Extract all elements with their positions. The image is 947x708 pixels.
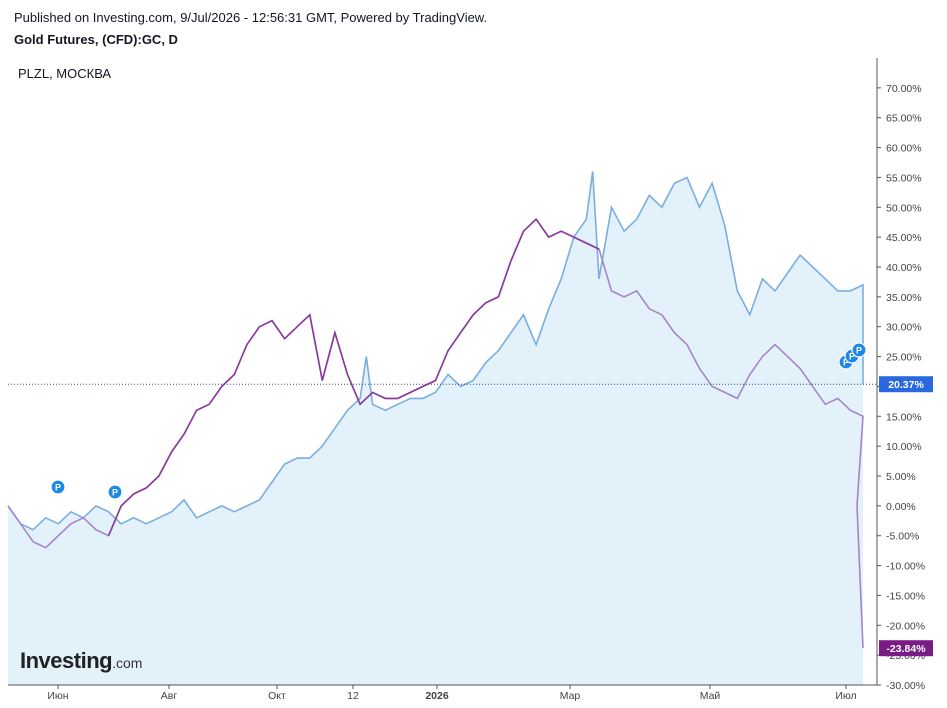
plzl-line-highlight bbox=[107, 217, 600, 537]
y-tick-label: 25.00% bbox=[886, 352, 922, 364]
x-tick-label: 12 bbox=[347, 690, 359, 702]
plzl-series-line bbox=[7, 217, 864, 649]
x-tick-label: Окт bbox=[268, 690, 286, 702]
event-marker-glyph: P bbox=[112, 488, 118, 498]
x-tick-label: Май bbox=[700, 690, 721, 702]
y-tick-label: 35.00% bbox=[886, 292, 922, 304]
x-tick-label: Июн bbox=[47, 690, 68, 702]
last-value-badge bbox=[879, 376, 933, 393]
x-tick-label: 2026 bbox=[425, 690, 449, 702]
x-axis[interactable]: Июн Авг Окт 12 2026 Мар Май Июл bbox=[47, 685, 857, 702]
y-tick-label: -5.00% bbox=[886, 531, 919, 543]
gold-line bbox=[7, 171, 864, 531]
event-marker-glyph: P bbox=[856, 346, 862, 356]
y-tick-label: -15.00% bbox=[886, 590, 925, 602]
y-tick-label: -10.00% bbox=[886, 561, 925, 573]
event-marker[interactable] bbox=[107, 484, 123, 500]
y-tick-label: -30.00% bbox=[886, 680, 925, 692]
y-tick-label: 45.00% bbox=[886, 232, 922, 244]
y-axis[interactable]: 70.00% 65.00% 60.00% 55.00% 50.00% 45.00% 40.0… bbox=[877, 83, 925, 692]
y-tick-label: 55.00% bbox=[886, 172, 922, 184]
x-tick-label: Мар bbox=[560, 690, 581, 702]
logo-suffix: .com bbox=[112, 655, 143, 671]
y-tick-label: 30.00% bbox=[886, 322, 922, 334]
x-tick-label: Авг bbox=[161, 690, 178, 702]
y-tick-label: 65.00% bbox=[886, 113, 922, 125]
y-tick-label: 10.00% bbox=[886, 441, 922, 453]
y-tick-label: 70.00% bbox=[886, 83, 922, 95]
y-tick-label: 5.00% bbox=[886, 471, 916, 483]
gold-area bbox=[8, 171, 863, 685]
investing-logo: Investing.com bbox=[20, 648, 142, 674]
y-tick-label: 40.00% bbox=[886, 262, 922, 274]
y-tick-label: 50.00% bbox=[886, 202, 922, 214]
logo-wordmark: Investing bbox=[20, 648, 113, 673]
event-marker[interactable] bbox=[851, 342, 867, 358]
y-tick-label: -20.00% bbox=[886, 620, 925, 632]
event-marker[interactable] bbox=[50, 479, 66, 495]
event-marker-glyph: P bbox=[55, 483, 61, 493]
event-marker-glyph: P bbox=[843, 358, 849, 368]
symbol-title: Gold Futures, (CFD):GC, D bbox=[14, 32, 178, 47]
published-info: Published on Investing.com, 9/Jul/2026 -… bbox=[14, 10, 488, 25]
gold-series-line bbox=[7, 171, 864, 531]
x-tick-label: Июл bbox=[835, 690, 856, 702]
y-tick-label: 60.00% bbox=[886, 143, 922, 155]
last-value-label: 20.37% bbox=[888, 379, 924, 391]
last-value-badge bbox=[879, 640, 933, 657]
last-value-badges: 20.37% -23.84% bbox=[879, 376, 933, 657]
gold-area-fill bbox=[8, 171, 863, 685]
event-marker-glyph: P bbox=[849, 352, 855, 362]
y-tick-label: 0.00% bbox=[886, 501, 916, 513]
last-value-label: -23.84% bbox=[886, 643, 926, 655]
compare-legend[interactable]: PLZL, МОСКВА bbox=[18, 66, 112, 81]
y-tick-label: 15.00% bbox=[886, 411, 922, 423]
